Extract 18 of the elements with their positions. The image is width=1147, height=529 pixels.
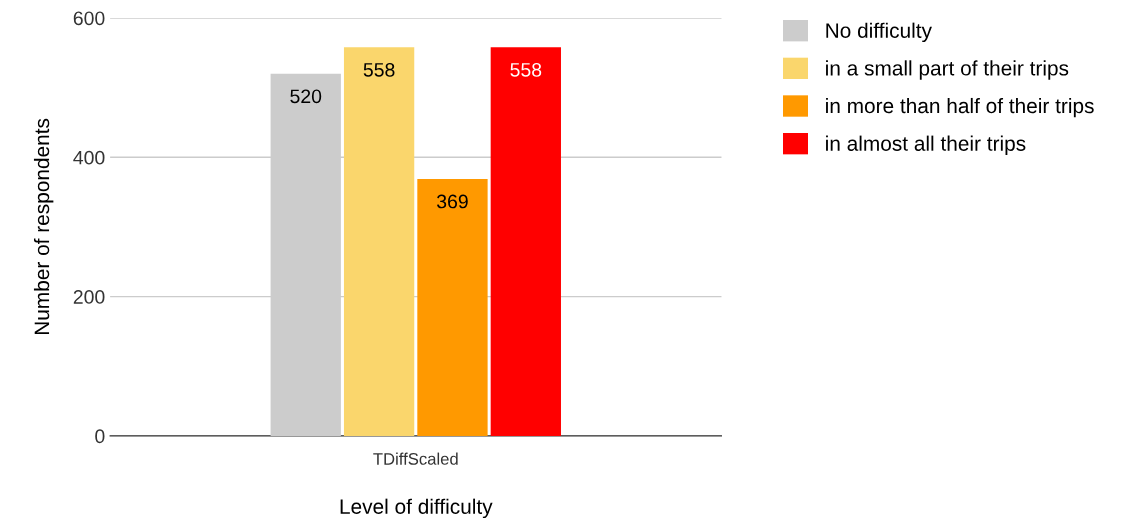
x-axis-title: Level of difficulty: [340, 498, 493, 519]
y-tick-label: 600: [73, 11, 105, 26]
bar: [490, 47, 561, 436]
legend-label: No difficulty: [826, 22, 932, 43]
bar: [343, 47, 415, 436]
y-tick-label: 0: [95, 429, 105, 444]
legend-label: in a small part of their trips: [826, 60, 1069, 80]
y-axis-title: Number of respondents: [33, 118, 54, 335]
data-label: 369: [436, 194, 468, 209]
x-tick-label: TDiffScaled: [373, 452, 458, 465]
legend-label: in almost all their trips: [826, 135, 1026, 156]
data-label: 558: [510, 62, 542, 77]
legend-label: in more than half of their trips: [826, 97, 1094, 118]
y-tick-label: 400: [73, 150, 105, 165]
y-tick-label: 200: [73, 290, 105, 304]
bar: [417, 178, 488, 436]
data-label: 558: [363, 62, 395, 77]
data-label: 520: [290, 89, 322, 104]
